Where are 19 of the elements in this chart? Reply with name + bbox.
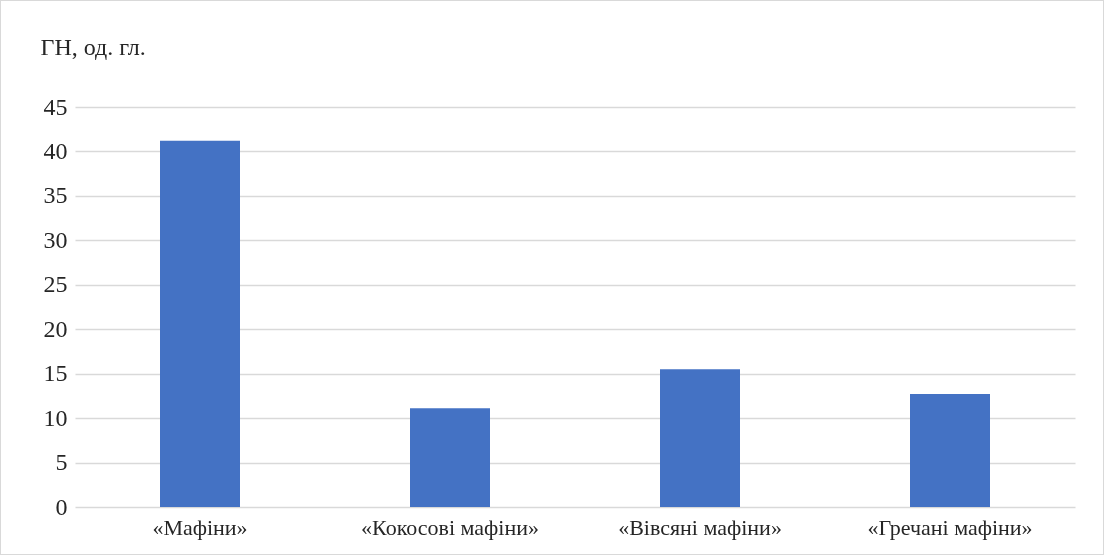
y-tick-label: 20 — [43, 315, 68, 342]
bar — [910, 394, 990, 507]
y-tick-label: 10 — [43, 404, 68, 431]
x-tick-label: «Вівсяні мафіни» — [618, 514, 782, 540]
bar — [660, 369, 740, 507]
y-tick-label: 0 — [55, 493, 68, 520]
y-tick-label: 35 — [43, 182, 68, 209]
y-tick-label: 15 — [43, 360, 68, 387]
y-tick-label: 30 — [43, 226, 68, 253]
y-tick-label: 25 — [43, 271, 68, 298]
y-axis-title: ГН, од. гл. — [40, 33, 146, 60]
y-tick-label: 45 — [43, 93, 68, 120]
x-tick-label: «Гречані мафіни» — [867, 514, 1033, 540]
bar — [410, 408, 490, 507]
y-tick-label: 40 — [43, 137, 68, 164]
x-tick-label: «Кокосові мафіни» — [361, 514, 539, 540]
y-tick-label: 5 — [55, 449, 68, 476]
x-tick-label: «Мафіни» — [152, 514, 248, 540]
bar — [160, 140, 240, 507]
